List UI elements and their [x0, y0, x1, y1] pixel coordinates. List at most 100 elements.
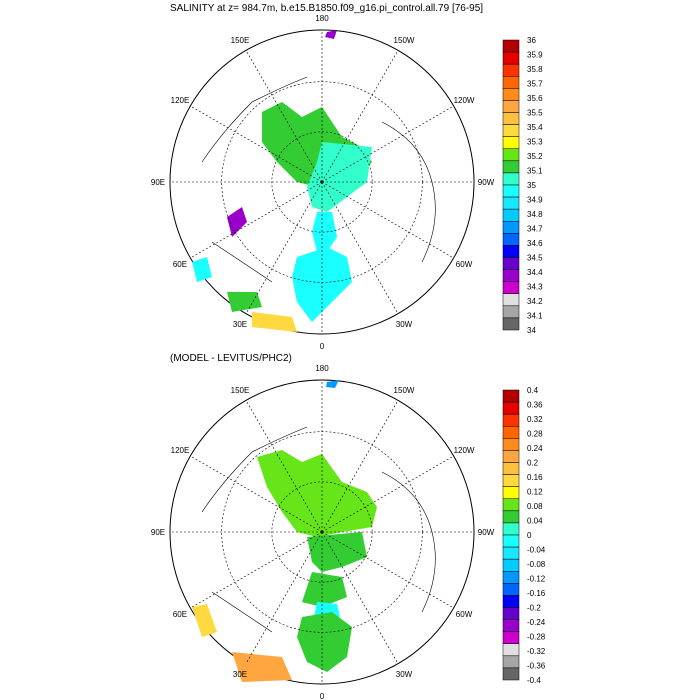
colorbar-label: 0.08	[527, 502, 543, 511]
data-region-makarov-basin	[307, 142, 372, 212]
colorbar-label: 34.1	[527, 312, 543, 321]
lon-label-top_right: 150E	[231, 386, 250, 395]
lon-label-bottom: 0	[320, 342, 325, 351]
lon-label-left: 90W	[478, 178, 495, 187]
colorbar-label: 34.7	[527, 225, 543, 234]
lon-label-right: 90E	[151, 528, 165, 537]
data-region-eurasian-basin	[302, 572, 347, 607]
lon-label-upper_right: 120E	[171, 446, 190, 455]
colorbar-box	[502, 112, 520, 125]
colorbar-box	[502, 148, 520, 162]
colorbar-box	[502, 389, 520, 403]
colorbar-box	[502, 208, 520, 222]
colorbar-box	[502, 88, 520, 101]
colorbar-label: -0.4	[527, 676, 541, 685]
colorbar-label: 35.2	[527, 152, 543, 161]
colorbar-box	[502, 317, 520, 331]
colorbar-box	[502, 426, 520, 439]
colorbar-label: -0.32	[527, 647, 546, 656]
meridian-bottom_right	[245, 531, 323, 664]
meridian-top_right	[245, 400, 323, 533]
colorbar-label: 35.7	[527, 80, 543, 89]
colorbar-box	[502, 450, 520, 463]
colorbar-box	[502, 619, 520, 632]
data-region-bering-strait	[325, 30, 337, 39]
colorbar-box	[502, 462, 520, 475]
meridian-top_left	[321, 400, 399, 533]
latitude-circle	[271, 131, 373, 233]
colorbar-box	[502, 257, 520, 270]
lon-label-lower_right: 60E	[173, 610, 187, 619]
colorbar-box	[502, 583, 520, 596]
colorbar-label: 35	[527, 181, 536, 190]
colorbar-box	[502, 221, 520, 234]
colorbar-box	[502, 510, 520, 524]
colorbar-box	[502, 196, 520, 210]
colorbar-label: -0.2	[527, 604, 541, 613]
colorbar-label: 0.04	[527, 517, 543, 526]
colorbar-label: 0.28	[527, 430, 543, 439]
colorbar-label: 34.9	[527, 196, 543, 205]
colorbar-label: -0.16	[527, 589, 546, 598]
colorbar-label: 34.4	[527, 268, 543, 277]
lon-label-top: 180	[315, 364, 329, 373]
colorbar-label: -0.28	[527, 633, 546, 642]
colorbar-box	[502, 124, 520, 137]
data-region-labrador-sea	[192, 604, 217, 637]
colorbar-label: 35.1	[527, 167, 543, 176]
colorbar-label: 0	[527, 531, 532, 540]
colorbar-box	[502, 172, 520, 186]
lon-label-bottom_right: 30E	[233, 320, 247, 329]
lon-label-top_left: 150W	[394, 386, 415, 395]
lon-label-bottom_right: 30E	[233, 670, 247, 679]
colorbar-box	[502, 474, 520, 487]
colorbar-label: -0.08	[527, 560, 546, 569]
colorbar-label: 0.12	[527, 488, 543, 497]
colorbar-label: 0.16	[527, 473, 543, 482]
data-region-north-atlantic	[252, 312, 297, 332]
meridian-top_right	[245, 50, 323, 183]
colorbar-label: 35.3	[527, 138, 543, 147]
data-region-baffin-bay	[227, 207, 247, 237]
meridian-lower_left	[321, 531, 454, 609]
colorbar-label: 0.2	[527, 459, 539, 468]
colorbar-box	[502, 643, 520, 657]
meridian-upper_left	[321, 105, 454, 183]
colorbar-label: 34.8	[527, 210, 543, 219]
colorbar-box	[502, 39, 520, 53]
lon-label-top: 180	[315, 14, 329, 23]
lon-label-upper_left: 120W	[454, 96, 475, 105]
colorbar-box	[502, 546, 520, 560]
colorbar-label: 35.6	[527, 94, 543, 103]
colorbar-label: 34.6	[527, 239, 543, 248]
lon-label-bottom: 0	[320, 692, 325, 700]
colorbar-box	[502, 100, 520, 113]
lon-label-lower_left: 60W	[456, 610, 473, 619]
lon-label-top_left: 150W	[394, 36, 415, 45]
colorbar-label: 0.24	[527, 444, 543, 453]
meridian-upper_left	[321, 455, 454, 533]
colorbar-label: 34.5	[527, 254, 543, 263]
colorbar-box	[502, 51, 520, 65]
meridian-bottom_left	[321, 181, 399, 314]
colorbar-box	[502, 245, 520, 258]
lon-label-bottom_left: 30W	[396, 670, 413, 679]
colorbar-label: -0.24	[527, 618, 546, 627]
latitude-circle	[271, 481, 373, 583]
colorbar-label: 0.36	[527, 401, 543, 410]
colorbar-box	[502, 571, 520, 584]
colorbar-box	[502, 486, 520, 499]
lon-label-lower_right: 60E	[173, 260, 187, 269]
colorbar-box	[502, 281, 520, 294]
data-region-nordic-seas	[297, 612, 352, 672]
colorbar-label: 35.5	[527, 109, 543, 118]
colorbar-label: -0.04	[527, 546, 546, 555]
meridian-bottom_left	[321, 531, 399, 664]
colorbar-box	[502, 667, 520, 681]
colorbar-box	[502, 269, 520, 282]
data-region-bering-strait	[326, 380, 339, 388]
colorbar-box	[502, 293, 520, 307]
colorbar-box	[502, 413, 520, 427]
colorbar-label: 34	[527, 326, 536, 335]
data-region-labrador-sea	[192, 257, 212, 282]
